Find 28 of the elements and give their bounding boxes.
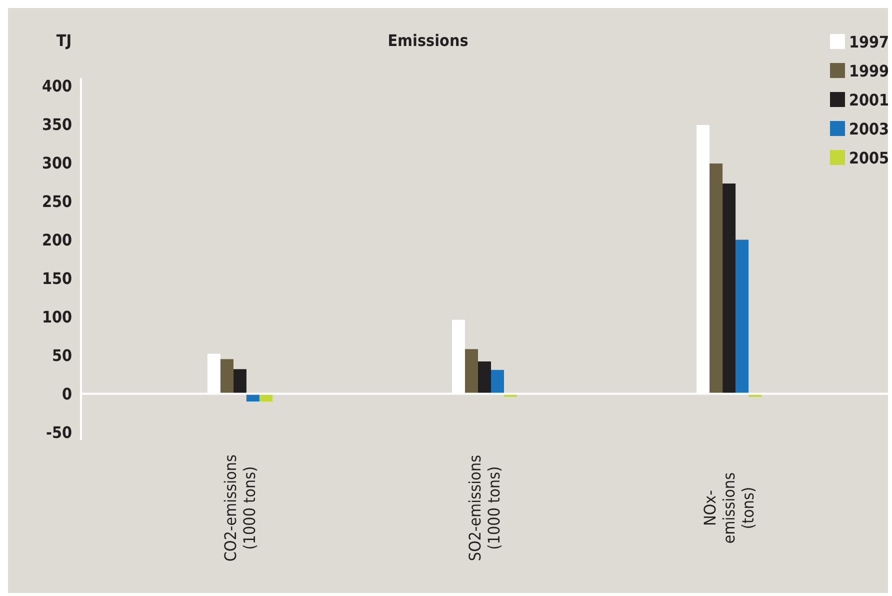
y-tick-label: -50 [46, 422, 72, 442]
legend-label: 1999 [849, 62, 890, 81]
bar [722, 184, 736, 394]
legend-label: 2001 [849, 90, 890, 110]
bar [710, 163, 723, 394]
y-tick-label: 150 [42, 268, 72, 288]
bar [491, 370, 504, 394]
bar [465, 349, 478, 394]
y-tick-label: 350 [42, 114, 72, 134]
bar [220, 359, 234, 394]
chart-title: Emissions [388, 31, 468, 50]
legend-label: 2003 [849, 120, 890, 139]
bar [233, 369, 246, 394]
x-tick-label: NOx- emissions (tons) [700, 472, 758, 544]
bar [736, 240, 749, 394]
x-tick-label: CO2-emissions (1000 tons) [221, 454, 260, 562]
legend-label: 2005 [849, 148, 890, 168]
y-tick-label: 100 [42, 307, 72, 326]
y-tick-label: 200 [42, 230, 72, 250]
y-tick-label: 0 [62, 384, 72, 404]
y-axis-title: TJ [56, 31, 72, 50]
bar [478, 361, 491, 394]
legend-label: 1997 [849, 32, 890, 52]
y-tick-label: 250 [42, 192, 72, 211]
x-tick-label: SO2-emissions (1000 tons) [466, 454, 504, 562]
y-tick-label: 400 [42, 76, 72, 96]
y-tick-label: 50 [52, 346, 72, 365]
y-tick-label: 300 [42, 153, 72, 172]
